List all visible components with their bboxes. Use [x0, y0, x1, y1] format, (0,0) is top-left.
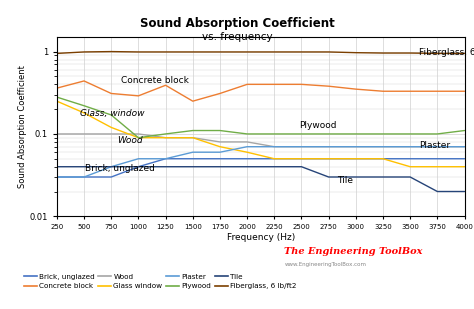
Text: Concrete block: Concrete block: [121, 76, 189, 86]
Text: The Engineering ToolBox: The Engineering ToolBox: [284, 247, 423, 256]
Text: vs. frequency: vs. frequency: [202, 32, 272, 42]
Y-axis label: Sound Absorption Coefficient: Sound Absorption Coefficient: [18, 65, 27, 188]
Text: Fiberglass, 6 lb/ft²: Fiberglass, 6 lb/ft²: [419, 48, 474, 57]
Text: Plaster: Plaster: [419, 141, 450, 150]
Text: Tile: Tile: [337, 176, 353, 185]
Text: Sound Absorption Coefficient: Sound Absorption Coefficient: [140, 17, 334, 30]
Text: Wood: Wood: [117, 136, 143, 145]
Text: Brick, unglazed: Brick, unglazed: [85, 164, 155, 173]
Text: Glass, window: Glass, window: [80, 109, 145, 118]
Text: Plywood: Plywood: [299, 121, 337, 130]
Legend: Brick, unglazed, Concrete block, Wood, Glass window, Plaster, Plywood, Tile, Fib: Brick, unglazed, Concrete block, Wood, G…: [24, 274, 296, 290]
X-axis label: Frequency (Hz): Frequency (Hz): [227, 233, 295, 242]
Text: www.EngineeringToolBox.com: www.EngineeringToolBox.com: [284, 262, 366, 267]
